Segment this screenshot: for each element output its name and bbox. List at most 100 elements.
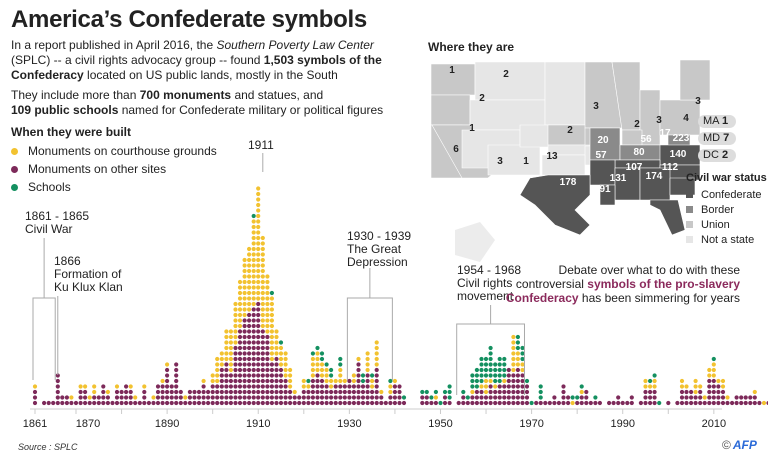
data-dot bbox=[552, 400, 557, 406]
data-dot bbox=[652, 373, 657, 378]
data-dot bbox=[260, 296, 265, 301]
map-state-count: 140 bbox=[670, 149, 687, 160]
data-dot bbox=[283, 378, 288, 384]
data-dot bbox=[165, 395, 170, 400]
data-dot bbox=[292, 395, 297, 400]
data-dot bbox=[360, 389, 366, 395]
data-dot bbox=[707, 395, 712, 400]
data-dot bbox=[374, 367, 379, 373]
data-dot bbox=[228, 351, 233, 356]
data-dot bbox=[620, 400, 625, 406]
data-dot bbox=[707, 367, 712, 373]
data-dot bbox=[511, 373, 516, 378]
data-dot bbox=[283, 367, 288, 373]
data-dot bbox=[506, 400, 511, 406]
data-dot bbox=[247, 312, 252, 318]
data-dot bbox=[242, 323, 247, 329]
annotation-text: Depression bbox=[347, 255, 408, 269]
bracket-civil-war bbox=[32, 297, 56, 380]
data-dot bbox=[711, 373, 716, 378]
data-dot bbox=[256, 274, 261, 279]
data-dot bbox=[260, 235, 265, 241]
status-legend-title: Civil war status bbox=[686, 172, 767, 184]
data-dot bbox=[693, 384, 698, 389]
data-dot bbox=[251, 356, 256, 362]
data-dot bbox=[251, 290, 256, 296]
annotation-civil-war: 1861 - 1865 Civil War bbox=[25, 210, 89, 236]
data-dot bbox=[242, 334, 247, 340]
data-dot bbox=[374, 356, 379, 362]
data-dot bbox=[60, 395, 65, 400]
data-dot bbox=[201, 400, 206, 406]
data-dot bbox=[711, 384, 716, 389]
data-dot bbox=[242, 384, 247, 389]
data-dot bbox=[342, 400, 347, 406]
data-dot bbox=[292, 389, 297, 395]
data-dot bbox=[579, 389, 584, 395]
data-dot bbox=[124, 400, 129, 406]
data-dot bbox=[698, 384, 703, 389]
data-dot bbox=[55, 389, 60, 395]
data-dot bbox=[274, 395, 279, 400]
data-dot bbox=[684, 400, 689, 406]
data-dot bbox=[69, 400, 74, 406]
data-dot bbox=[251, 246, 256, 252]
data-dot bbox=[269, 340, 274, 345]
x-tick-label: 1910 bbox=[246, 418, 270, 430]
data-dot bbox=[224, 395, 229, 400]
data-dot bbox=[283, 362, 288, 367]
data-dot bbox=[365, 367, 370, 373]
map-state-count: 3 bbox=[695, 96, 701, 107]
data-dot bbox=[196, 395, 202, 400]
data-dot bbox=[256, 290, 261, 296]
data-dot bbox=[155, 384, 161, 389]
data-dot bbox=[183, 400, 188, 406]
data-dot bbox=[260, 362, 265, 367]
data-dot bbox=[447, 400, 452, 406]
map-state-region bbox=[544, 61, 586, 126]
data-dot bbox=[684, 384, 689, 389]
data-dot bbox=[461, 389, 466, 395]
data-dot bbox=[247, 279, 252, 285]
x-tick-label: 1970 bbox=[519, 418, 543, 430]
data-dot bbox=[64, 395, 69, 400]
data-dot bbox=[711, 378, 716, 384]
data-dot bbox=[265, 318, 270, 323]
data-dot bbox=[251, 395, 256, 400]
data-dot bbox=[206, 400, 211, 406]
data-dot bbox=[566, 395, 571, 400]
data-dot bbox=[247, 373, 252, 378]
data-dot bbox=[707, 373, 712, 378]
data-dot bbox=[260, 307, 265, 312]
data-dot bbox=[679, 400, 685, 406]
data-dot bbox=[297, 400, 302, 406]
data-dot bbox=[247, 285, 252, 290]
data-dot bbox=[329, 384, 334, 389]
data-dot bbox=[165, 384, 170, 389]
map-state-count: 91 bbox=[599, 184, 611, 195]
x-tick-label: 1990 bbox=[610, 418, 634, 430]
data-dot bbox=[233, 389, 238, 395]
data-dot bbox=[515, 362, 521, 367]
data-dot bbox=[474, 367, 479, 373]
badge-abbr: MD bbox=[703, 132, 721, 144]
data-dot bbox=[265, 323, 270, 329]
data-dot bbox=[329, 389, 334, 395]
data-dot bbox=[101, 400, 106, 406]
data-dot bbox=[470, 389, 475, 395]
data-dot bbox=[174, 384, 179, 389]
data-dot bbox=[274, 400, 279, 406]
data-dot bbox=[689, 395, 694, 400]
annotation-text: 1930 - 1939 bbox=[347, 229, 412, 243]
data-dot bbox=[479, 395, 484, 400]
data-dot bbox=[488, 373, 493, 378]
data-dot bbox=[506, 389, 511, 395]
map-state-region bbox=[474, 61, 546, 101]
data-dot bbox=[256, 241, 261, 246]
data-dot bbox=[511, 400, 516, 406]
data-dot bbox=[251, 367, 256, 373]
data-dot bbox=[283, 351, 288, 356]
data-dot bbox=[315, 389, 320, 395]
data-dot bbox=[260, 345, 265, 351]
data-dot bbox=[579, 400, 584, 406]
